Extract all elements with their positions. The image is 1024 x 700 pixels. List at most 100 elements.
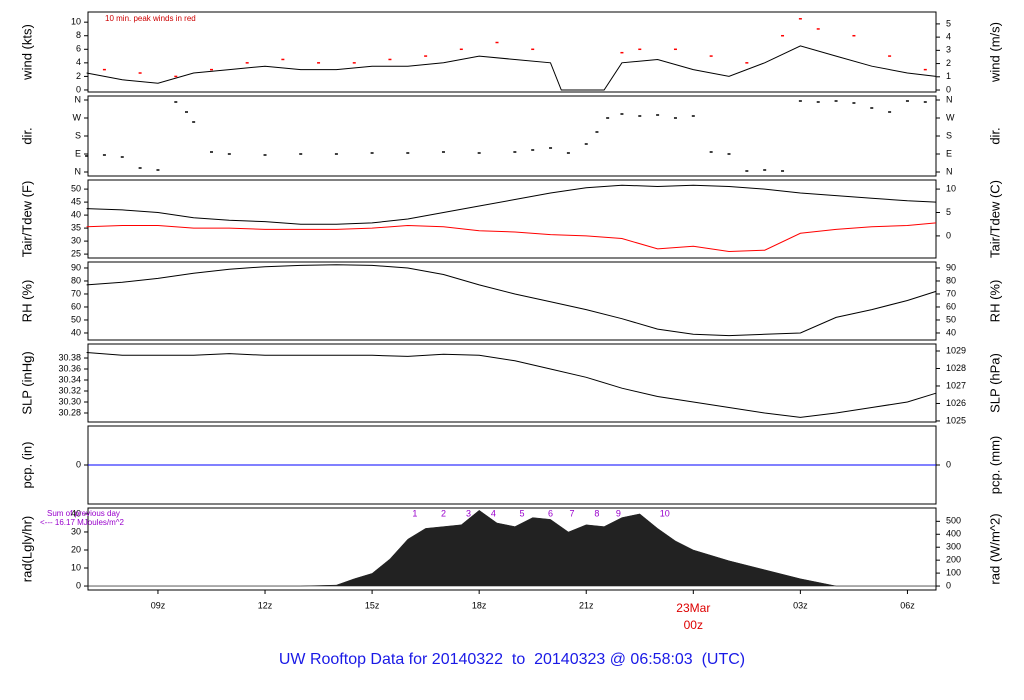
y2-tick-label: 500 bbox=[946, 516, 961, 526]
x-tick-label: 09z bbox=[151, 600, 166, 610]
panel-frame bbox=[87, 95, 937, 177]
y-tick-label: 4 bbox=[76, 57, 81, 67]
hour-marker: 5 bbox=[519, 508, 524, 518]
x-tick-label: 15z bbox=[365, 600, 380, 610]
y-axis-label: RH (%) bbox=[19, 280, 34, 323]
y2-tick-label: S bbox=[946, 130, 952, 140]
y2-tick-label: 1025 bbox=[946, 415, 966, 425]
y2-tick-label: 3 bbox=[946, 45, 951, 55]
y2-tick-label: 5 bbox=[946, 18, 951, 28]
y2-tick-label: 50 bbox=[946, 314, 956, 324]
x-tick-label: 12z bbox=[258, 600, 273, 610]
y-tick-label: 90 bbox=[71, 262, 81, 272]
y-tick-label: 0 bbox=[76, 84, 81, 94]
y-tick-label: 30 bbox=[71, 526, 81, 536]
y-axis-label: pcp. (in) bbox=[19, 442, 34, 489]
y-tick-label: 40 bbox=[71, 327, 81, 337]
y2-tick-label: 1029 bbox=[946, 345, 966, 355]
hour-marker: 3 bbox=[466, 508, 471, 518]
y-tick-label: 30.38 bbox=[58, 352, 81, 362]
page-title: UW Rooftop Data for 20140322 to 20140323… bbox=[279, 651, 745, 668]
y2-tick-label: 100 bbox=[946, 567, 961, 577]
y-tick-label: 20 bbox=[71, 544, 81, 554]
y2-tick-label: 4 bbox=[946, 31, 951, 41]
y-tick-label: 6 bbox=[76, 44, 81, 54]
line bbox=[86, 184, 937, 225]
y2-tick-label: 300 bbox=[946, 542, 961, 552]
y-tick-label: 50 bbox=[71, 183, 81, 193]
y-axis-label: SLP (inHg) bbox=[19, 351, 34, 414]
y2-tick-label: 5 bbox=[946, 207, 951, 217]
y-tick-label: 80 bbox=[71, 275, 81, 285]
y2-tick-label: 200 bbox=[946, 555, 961, 565]
y-axis-label: wind (kts) bbox=[19, 24, 34, 81]
y2-tick-label: 2 bbox=[946, 58, 951, 68]
y2-tick-label: 90 bbox=[946, 262, 956, 272]
y-tick-label: 50 bbox=[71, 314, 81, 324]
annotation: 10 min. peak winds in red bbox=[105, 14, 196, 23]
x-tick-label: 18z bbox=[472, 600, 487, 610]
y2-axis-label: rad (W/m^2) bbox=[987, 513, 1002, 584]
y-axis-label: rad(Lgly/hr) bbox=[19, 516, 34, 582]
y-tick-label: W bbox=[73, 112, 82, 122]
y-tick-label: N bbox=[75, 94, 82, 104]
y2-tick-label: 1028 bbox=[946, 363, 966, 373]
y-tick-label: E bbox=[75, 148, 81, 158]
y2-tick-label: 0 bbox=[946, 580, 951, 590]
date-label: 23Mar bbox=[676, 601, 710, 615]
y-tick-label: 40 bbox=[71, 209, 81, 219]
hour-marker: 6 bbox=[548, 508, 553, 518]
y-tick-label: N bbox=[75, 166, 82, 176]
x-tick-label: 06z bbox=[900, 600, 915, 610]
annotation: Sum of previous day bbox=[47, 509, 120, 518]
x-tick-label: 03z bbox=[793, 600, 808, 610]
y2-tick-label: 400 bbox=[946, 529, 961, 539]
y2-tick-label: 70 bbox=[946, 288, 956, 298]
area bbox=[86, 509, 937, 587]
y2-tick-label: 0 bbox=[946, 84, 951, 94]
y-tick-label: 40 bbox=[71, 508, 81, 518]
panel-frame bbox=[87, 11, 937, 93]
hour-marker: 7 bbox=[569, 508, 574, 518]
annotation: <--- 16.17 MJoules/m^2 bbox=[40, 518, 125, 527]
hour-marker: 8 bbox=[594, 508, 599, 518]
y-tick-label: 8 bbox=[76, 30, 81, 40]
y2-tick-label: 10 bbox=[946, 183, 956, 193]
y-tick-label: 2 bbox=[76, 71, 81, 81]
y2-axis-label: Tair/Tdew (C) bbox=[987, 180, 1002, 258]
y-tick-label: 10 bbox=[71, 562, 81, 572]
y2-axis-label: wind (m/s) bbox=[987, 22, 1002, 83]
y2-tick-label: 40 bbox=[946, 327, 956, 337]
y2-axis-label: RH (%) bbox=[987, 280, 1002, 323]
y-tick-label: 70 bbox=[71, 288, 81, 298]
y2-tick-label: N bbox=[946, 166, 953, 176]
y2-tick-label: 0 bbox=[946, 459, 951, 469]
line bbox=[86, 222, 937, 253]
line bbox=[86, 45, 937, 91]
y2-tick-label: 80 bbox=[946, 275, 956, 285]
y-tick-label: 60 bbox=[71, 301, 81, 311]
panel-frame bbox=[87, 507, 937, 591]
y-tick-label: 35 bbox=[71, 222, 81, 232]
y2-tick-label: N bbox=[946, 94, 953, 104]
line bbox=[86, 264, 937, 337]
y2-tick-label: 1026 bbox=[946, 398, 966, 408]
y-tick-label: 30.36 bbox=[58, 363, 81, 373]
hour-marker: 10 bbox=[660, 508, 670, 518]
hour-marker: 4 bbox=[491, 508, 496, 518]
y2-tick-label: 1027 bbox=[946, 380, 966, 390]
y-tick-label: 30 bbox=[71, 235, 81, 245]
y2-axis-label: pcp. (mm) bbox=[987, 436, 1002, 495]
y-tick-label: 30.34 bbox=[58, 374, 81, 384]
x-tick-label: 21z bbox=[579, 600, 594, 610]
y2-tick-label: 60 bbox=[946, 301, 956, 311]
y2-tick-label: 0 bbox=[946, 230, 951, 240]
y-tick-label: 45 bbox=[71, 196, 81, 206]
y-axis-label: Tair/Tdew (F) bbox=[19, 181, 34, 258]
y2-axis-label: dir. bbox=[987, 127, 1002, 144]
y-tick-label: S bbox=[75, 130, 81, 140]
y2-tick-label: W bbox=[946, 112, 955, 122]
panel-frame bbox=[87, 261, 937, 341]
y2-tick-label: E bbox=[946, 148, 952, 158]
